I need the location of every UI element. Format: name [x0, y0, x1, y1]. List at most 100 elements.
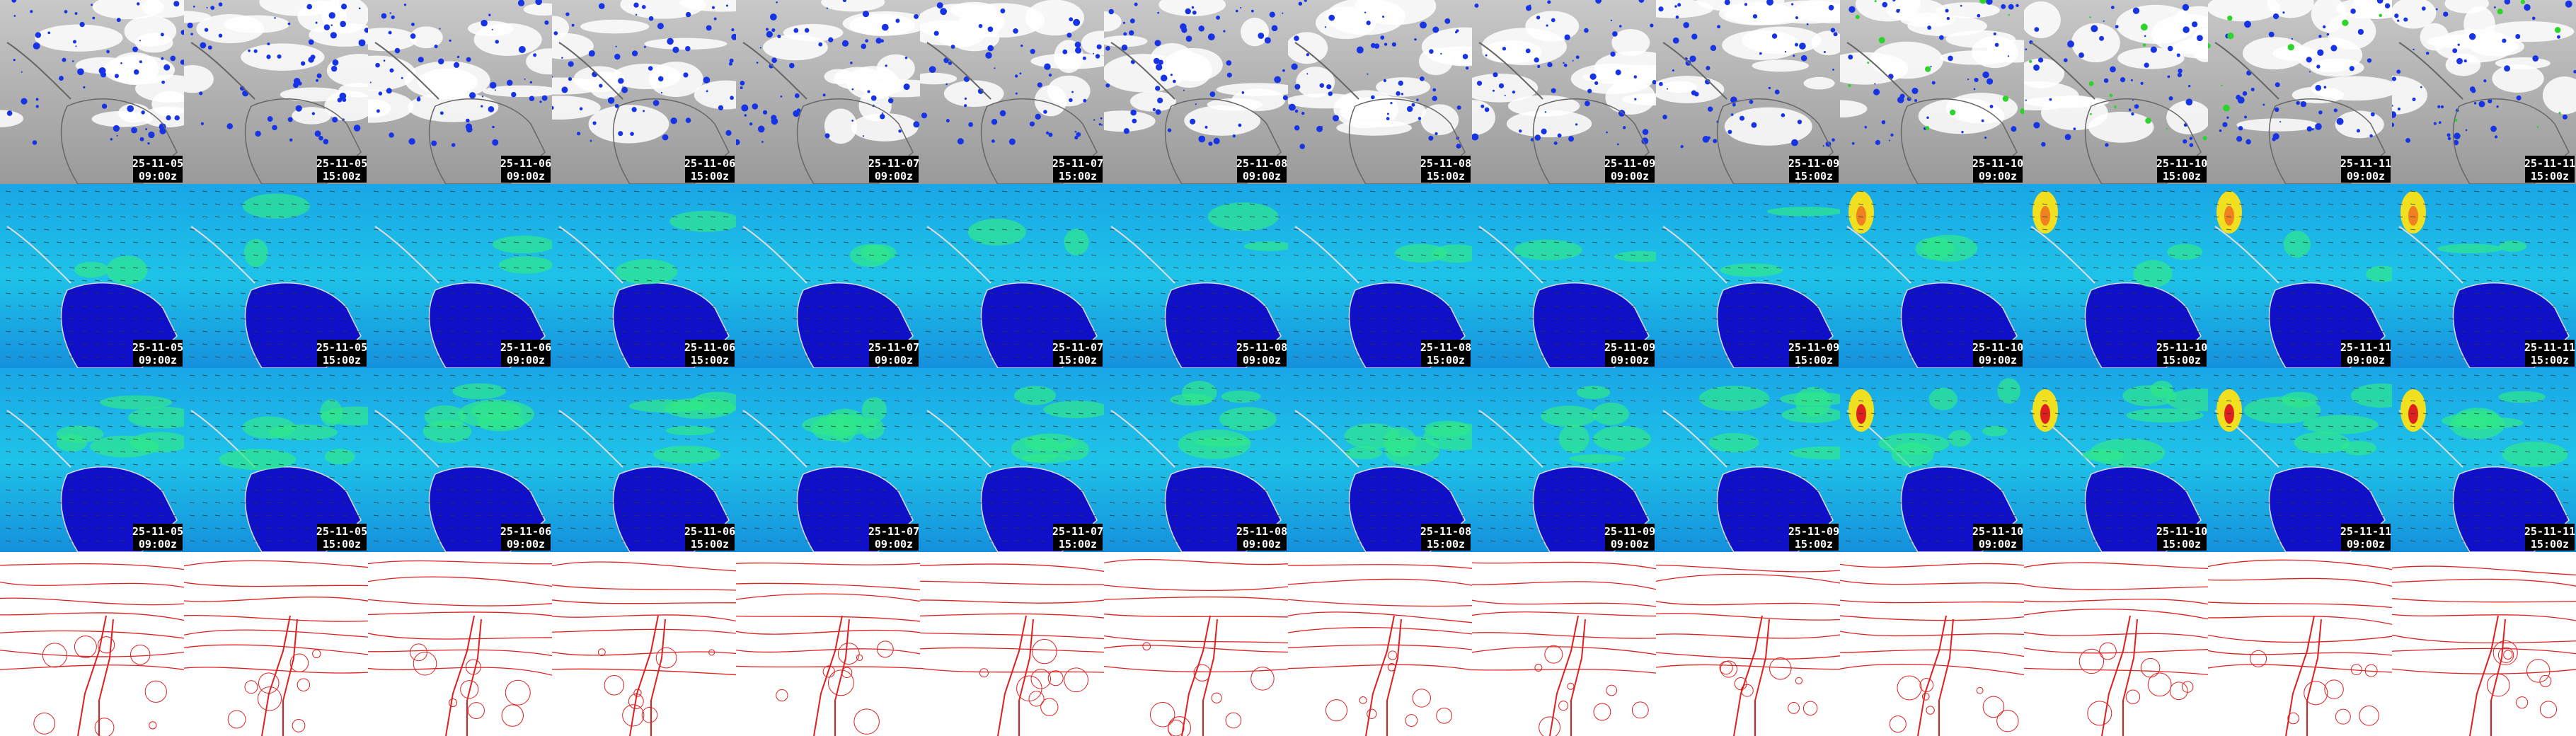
wind-arrow [633, 292, 640, 294]
wind-arrow [1331, 229, 1338, 231]
timestamp-date: 25-11-09 [1604, 157, 1655, 170]
wind-arrow [1566, 330, 1572, 333]
wind-arrow [462, 527, 468, 529]
wind-max [1432, 244, 1472, 263]
wind-arrow [202, 203, 208, 205]
wind-arrow [1763, 229, 1769, 231]
wind-arrow [805, 330, 811, 333]
precip [631, 107, 637, 113]
wind-arrow [18, 502, 24, 504]
wind-arrow [1699, 280, 1706, 282]
wind-arrow [30, 241, 37, 243]
wind-arrow [1617, 318, 1623, 320]
precip [2490, 125, 2497, 132]
precip [127, 105, 134, 113]
wind-arrow [1109, 292, 1115, 294]
wind-arrow [171, 387, 177, 389]
timestamp-date: 25-11-05 [316, 525, 367, 538]
precip [1029, 121, 1035, 127]
wind-arrow [1725, 292, 1731, 294]
precip [1401, 93, 1404, 96]
wind-arrow [202, 374, 208, 376]
wind-arrow [1661, 330, 1667, 333]
wind-arrow [2067, 229, 2074, 231]
wind-arrow [570, 241, 576, 243]
precip [539, 100, 542, 103]
wind-arrow [830, 190, 836, 192]
precip [1198, 135, 1206, 143]
wind-arrow [411, 476, 418, 478]
wind-arrow [475, 343, 481, 345]
precip [2103, 20, 2105, 22]
wind-arrow [1725, 318, 1731, 320]
wind-arrow [120, 527, 126, 529]
precip [1083, 98, 1087, 103]
wind-arrow [398, 387, 405, 389]
precip [1584, 28, 1589, 33]
precip [495, 40, 499, 44]
wind-arrow [2448, 229, 2454, 231]
wind-arrow [158, 502, 164, 504]
wind-arrow [316, 190, 323, 192]
wind-arrow [557, 514, 563, 517]
timestamp-time: 09:00z [507, 170, 545, 183]
wind-arrow [1661, 229, 1667, 231]
wind-arrow [595, 280, 602, 282]
wind-arrow [1661, 318, 1667, 320]
wind-arrow [684, 514, 691, 517]
precip [1123, 128, 1129, 134]
precip [2369, 134, 2373, 138]
wind-arrow [43, 387, 50, 389]
wind-arrow [1344, 292, 1350, 294]
wind-arrow [411, 374, 418, 376]
wind-arrow [1541, 203, 1547, 205]
wind-arrow [2473, 330, 2480, 333]
wind-arrow [449, 527, 456, 529]
wind-arrow [2067, 343, 2074, 345]
wind-arrow [1845, 292, 1851, 294]
precip [1074, 41, 1081, 48]
wind-arrow [1134, 343, 1141, 345]
wind-arrow [672, 374, 678, 376]
precip [1157, 97, 1163, 104]
wind-arrow [1972, 292, 1979, 294]
precip [1198, 25, 1204, 32]
wind-arrow [189, 318, 195, 320]
precip [1294, 84, 1301, 90]
precip [323, 24, 330, 30]
wind-arrow [2264, 229, 2270, 231]
wind-arrow [1985, 280, 1991, 282]
wind-arrow [1275, 229, 1281, 231]
precip [752, 103, 759, 110]
wind-arrow [539, 464, 545, 466]
wind-arrow [2105, 343, 2112, 345]
precip [1881, 120, 1886, 125]
wind-arrow [1357, 229, 1363, 231]
wind-arrow [539, 374, 545, 376]
wind-arrow [1921, 318, 1928, 320]
precip [200, 42, 207, 49]
wind-arrow [830, 280, 836, 282]
wind-arrow [925, 318, 931, 320]
wind-arrow [1553, 292, 1560, 294]
cloud [1803, 76, 1835, 90]
wind-arrow [2156, 318, 2163, 320]
wind-arrow [1592, 241, 1598, 243]
wind-arrow [1579, 330, 1585, 333]
timestamp-date: 25-11-08 [1236, 341, 1287, 354]
wind-arrow [672, 502, 678, 504]
wind-arrow [2029, 203, 2035, 205]
wind-arrow [779, 330, 786, 333]
wind-arrow [894, 330, 900, 333]
wind-arrow [1630, 203, 1636, 205]
wind-arrow [278, 476, 284, 478]
wind-arrow [1446, 190, 1452, 192]
wind-arrow [462, 387, 468, 389]
wind-arrow [723, 229, 729, 231]
precip [1553, 141, 1558, 145]
wind-arrow [1553, 330, 1560, 333]
wind-arrow [398, 413, 405, 415]
